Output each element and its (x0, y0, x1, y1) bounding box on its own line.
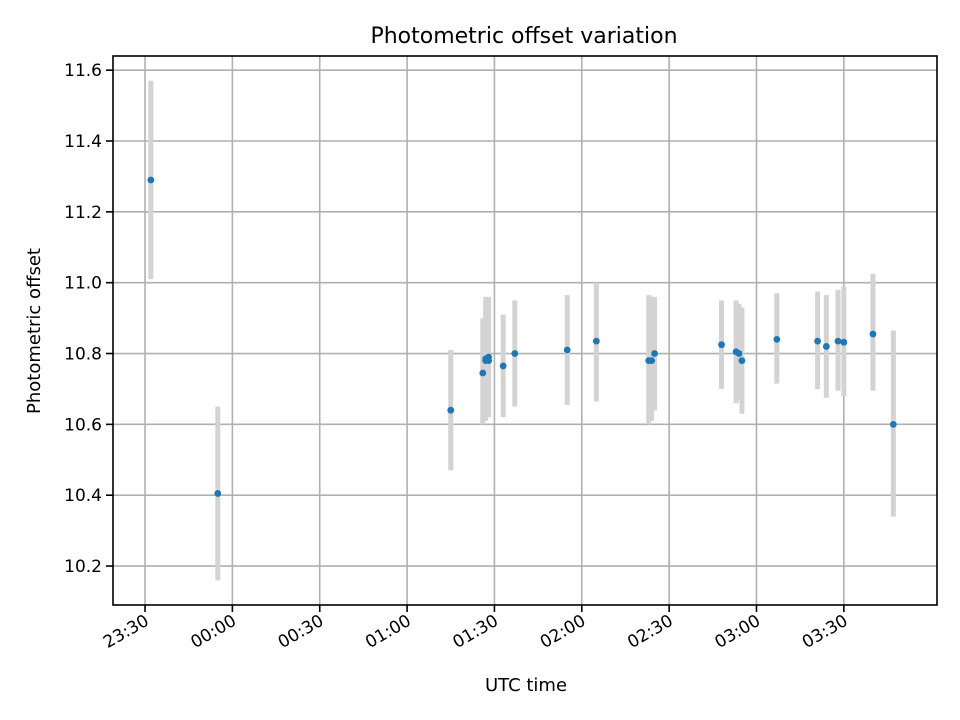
x-tick-label: 02:00 (537, 611, 589, 653)
data-point (814, 337, 822, 345)
y-tick-label: 11.0 (64, 274, 102, 294)
error-bars (148, 80, 896, 581)
data-point (735, 350, 743, 357)
x-tick-label: 00:30 (275, 611, 327, 653)
data-point (499, 362, 507, 370)
data-point (214, 490, 222, 497)
data-point (648, 357, 656, 365)
data-point (889, 420, 897, 428)
y-axis: 10.2 10.4 10.6 10.8 11.0 11.2 11.4 11.6 (64, 61, 113, 577)
x-tick-label: 01:30 (449, 611, 501, 653)
x-tick-label: 03:30 (799, 611, 851, 653)
data-point (147, 176, 155, 184)
data-point (447, 406, 455, 414)
x-tick-label: 00:00 (187, 611, 239, 653)
data-point (485, 357, 493, 365)
y-tick-label: 11.4 (64, 132, 102, 152)
plot-frame (112, 55, 938, 606)
data-point (738, 357, 746, 365)
y-tick-label: 10.4 (64, 486, 102, 506)
y-tick-label: 10.2 (64, 557, 102, 577)
data-point (773, 335, 781, 343)
data-point (651, 350, 658, 357)
x-axis-label: UTC time (485, 675, 567, 696)
y-tick-label: 10.8 (64, 345, 102, 365)
x-axis: 23:30 00:00 00:30 01:00 01:30 02:00 02:30 03:00… (100, 605, 851, 653)
data-point (834, 337, 842, 345)
y-tick-label: 11.2 (64, 203, 102, 223)
chart-title: Photometric offset variation (370, 24, 677, 49)
data-point (840, 338, 848, 346)
y-tick-label: 10.6 (64, 415, 102, 435)
x-tick-label: 23:30 (100, 611, 152, 653)
data-points (147, 176, 897, 497)
grid (113, 56, 937, 605)
data-point (822, 343, 830, 350)
data-point (563, 346, 571, 354)
x-tick-label: 03:00 (712, 611, 764, 653)
y-tick-label: 11.6 (64, 61, 102, 81)
x-tick-label: 01:00 (362, 611, 414, 653)
data-point (511, 350, 519, 357)
data-point (592, 337, 600, 345)
data-point (479, 369, 487, 377)
x-tick-label: 02:30 (624, 611, 676, 653)
data-point (869, 330, 877, 338)
y-axis-label: Photometric offset (24, 248, 45, 414)
data-point (718, 341, 725, 349)
